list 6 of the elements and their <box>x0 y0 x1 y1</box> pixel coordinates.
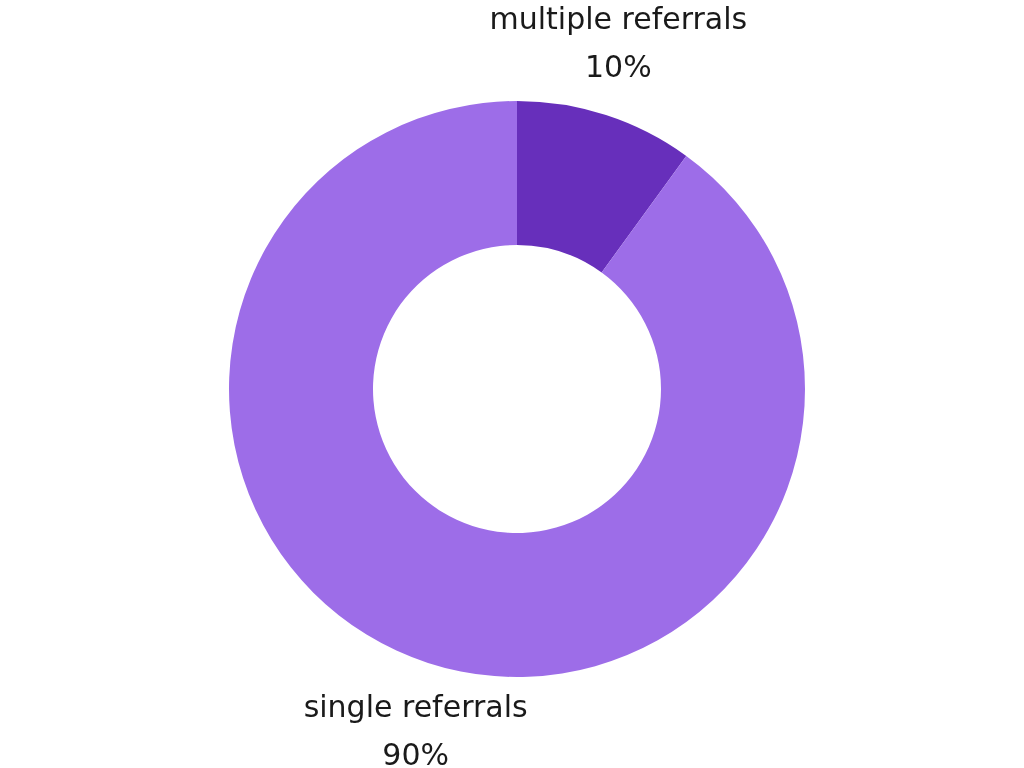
donut-slice <box>229 101 805 677</box>
data-label: 90% <box>382 736 449 768</box>
slice-label: single referrals <box>303 688 528 724</box>
data-label: 10% <box>585 49 652 85</box>
donut-slice <box>517 101 687 273</box>
slice-label: multiple referrals <box>489 1 748 37</box>
